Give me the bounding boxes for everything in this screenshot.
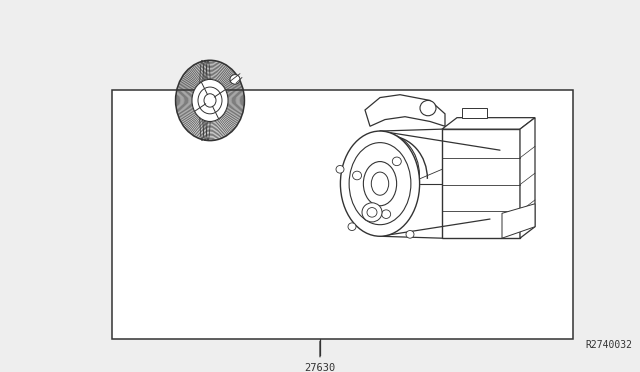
Circle shape bbox=[336, 166, 344, 173]
Circle shape bbox=[362, 203, 382, 222]
Polygon shape bbox=[462, 108, 487, 118]
Ellipse shape bbox=[344, 132, 419, 218]
Bar bbox=[112, 90, 573, 339]
Polygon shape bbox=[442, 129, 520, 238]
Ellipse shape bbox=[340, 131, 420, 236]
Ellipse shape bbox=[204, 94, 216, 107]
Ellipse shape bbox=[198, 87, 222, 114]
Circle shape bbox=[406, 231, 414, 238]
Circle shape bbox=[381, 210, 390, 218]
Circle shape bbox=[392, 157, 401, 166]
Circle shape bbox=[348, 223, 356, 231]
Text: R2740032: R2740032 bbox=[585, 340, 632, 350]
Ellipse shape bbox=[364, 161, 397, 206]
Polygon shape bbox=[365, 95, 445, 126]
Circle shape bbox=[353, 171, 362, 180]
Polygon shape bbox=[502, 204, 535, 238]
Polygon shape bbox=[520, 118, 535, 238]
Circle shape bbox=[420, 100, 436, 116]
Circle shape bbox=[230, 75, 240, 84]
Text: 27630: 27630 bbox=[305, 363, 335, 372]
Polygon shape bbox=[442, 118, 535, 129]
Ellipse shape bbox=[192, 79, 228, 122]
